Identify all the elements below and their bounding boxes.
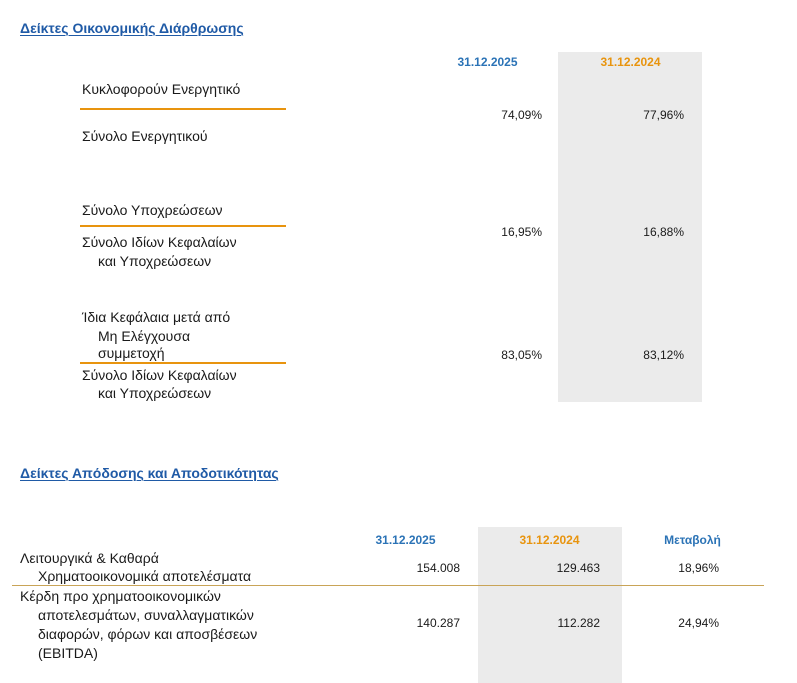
perf-row1-label-line2: Χρηματοοικονομικά αποτελέσματα (38, 568, 252, 584)
ratio3-numerator-line3: συμμετοχή (98, 345, 165, 361)
perf-column-header-change: Μεταβολή (664, 533, 721, 547)
ratio1-value-2025: 74,09% (501, 108, 542, 122)
perf-column-header-2025: 31.12.2025 (375, 533, 436, 547)
ratio1-denominator: Σύνολο Ενεργητικού (82, 128, 208, 144)
ratio1-numerator: Κυκλοφορούν Ενεργητικό (82, 81, 241, 97)
perf-column-header-2024: 31.12.2024 (519, 533, 580, 547)
ratio2-value-2024: 16,88% (643, 225, 684, 239)
ratio3-numerator-line2: Μη Ελέγχουσα (98, 328, 191, 344)
perf-row2-value-change: 24,94% (678, 616, 719, 630)
section-title-financial-structure: Δείκτες Οικονομικής Διάρθρωσης (20, 20, 244, 36)
perf-row2-label-line2: αποτελεσμάτων, συναλλαγματικών (38, 607, 254, 623)
perf-row1-label-line1: Λειτουργικά & Καθαρά (20, 550, 159, 566)
perf-row1-value-change: 18,96% (678, 561, 719, 575)
ratio2-denominator-line2: και Υποχρεώσεων (98, 253, 212, 269)
perf-row2-label-line4: (EBITDA) (38, 645, 98, 661)
ratio3-denominator-line2: και Υποχρεώσεων (98, 385, 212, 401)
ratio2-denominator-line1: Σύνολο Ιδίων Κεφαλαίων (82, 234, 237, 250)
ratio3-denominator-line1: Σύνολο Ιδίων Κεφαλαίων (82, 367, 237, 383)
ratio2-value-2025: 16,95% (501, 225, 542, 239)
row-divider (12, 585, 764, 586)
column-header-2024: 31.12.2024 (600, 55, 661, 69)
perf-row2-value-2024: 112.282 (557, 616, 601, 630)
ratio2-numerator: Σύνολο Υποχρεώσεων (82, 202, 223, 218)
highlight-column-2024-perf (478, 527, 622, 683)
perf-row2-label-line1: Κέρδη προ χρηματοοικονομικών (20, 588, 221, 604)
ratio3-fraction-line (80, 362, 286, 364)
perf-row1-value-2024: 129.463 (556, 561, 600, 575)
highlight-column-2024 (558, 52, 702, 402)
perf-row1-value-2025: 154.008 (416, 561, 460, 575)
column-header-2025: 31.12.2025 (457, 55, 518, 69)
ratio1-fraction-line (80, 108, 286, 110)
ratio1-value-2024: 77,96% (643, 108, 684, 122)
ratio2-fraction-line (80, 225, 286, 227)
ratio3-value-2025: 83,05% (501, 348, 542, 362)
perf-row2-label-line3: διαφορών, φόρων και αποσβέσεων (38, 626, 258, 642)
ratio3-value-2024: 83,12% (643, 348, 684, 362)
ratio3-numerator-line1: Ίδια Κεφάλαια μετά από (82, 309, 231, 325)
section-title-performance: Δείκτες Απόδοσης και Αποδοτικότητας (20, 465, 279, 481)
perf-row2-value-2025: 140.287 (416, 616, 460, 630)
